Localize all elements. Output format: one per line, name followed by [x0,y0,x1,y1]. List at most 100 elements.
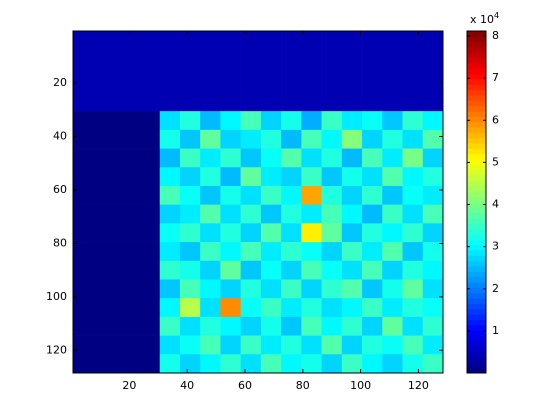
heatmap-cell [382,204,403,224]
colorbar-frame [466,30,487,374]
colorbar-step [467,31,486,37]
heatmap-cell [73,204,161,224]
heatmap-cell [362,148,383,168]
heatmap-cell [321,260,343,280]
heatmap-cell [422,111,444,131]
heatmap-cell [220,111,241,131]
colorbar-tick-label: 4 [492,198,499,211]
heatmap-cell [73,242,161,262]
colorbar-step [467,340,486,347]
heatmap-cell [220,298,241,318]
heatmap-cell [422,223,444,243]
heatmap-cell [159,242,181,262]
heatmap-cell [200,223,221,243]
heatmap-cell [301,279,322,299]
colorbar-step [467,111,486,117]
heatmap-cell [341,204,363,224]
heatmap-cell [159,148,181,168]
heatmap-cell [260,31,282,112]
heatmap-cell [301,111,322,131]
colorbar-step [467,330,486,336]
heatmap-cell [402,279,424,299]
colorbar-multiplier: x 104 [470,11,499,27]
heatmap-cell [422,148,444,168]
heatmap-cell [422,204,444,224]
colorbar-step [467,95,486,101]
heatmap-cell [321,204,343,224]
colorbar-step [467,41,486,48]
heatmap-cell [240,279,262,299]
heatmap-cell [301,316,322,336]
heatmap-cell [260,111,282,131]
colorbar-tick-label: 2 [492,282,499,295]
colorbar-tick-label: 1 [492,324,499,337]
heatmap-cell [179,260,201,280]
heatmap-cell [321,316,343,336]
heatmap-cell [301,148,322,168]
heatmap-cell [341,31,363,112]
heatmap-cell [200,354,221,374]
heatmap-cell [321,223,343,243]
heatmap-cell [382,279,403,299]
y-tick-label: 120 [46,343,67,356]
colorbar-step [467,153,486,160]
heatmap-cell [422,167,444,187]
heatmap-cell [362,316,383,336]
heatmap-cell [382,242,403,262]
heatmap-cell [321,148,343,168]
heatmap-cell [402,31,424,112]
heatmap-cell [200,335,221,355]
heatmap-cell [402,111,424,131]
heatmap-cell [200,204,221,224]
heatmap-cell [220,335,241,355]
colorbar-step [467,169,486,176]
heatmap-cell [179,185,201,205]
heatmap-cell [321,185,343,205]
y-tick-label: 60 [53,183,67,196]
heatmap-cell [220,129,241,149]
heatmap-cell [73,167,161,187]
colorbar-tick-label: 5 [492,155,499,168]
heatmap-cell [179,279,201,299]
heatmap-cell [341,335,363,355]
heatmap-cell [179,31,201,112]
colorbar-step [467,282,486,288]
heatmap-cell [281,279,302,299]
colorbar-step [467,250,486,256]
colorbar-step [467,308,486,315]
colorbar-step [467,362,486,369]
heatmap-cell [260,316,282,336]
heatmap-cell [301,167,322,187]
heatmap-cell [301,242,322,262]
y-tick-label: 80 [53,236,67,249]
heatmap-cell [281,111,302,131]
colorbar-step [467,324,486,331]
colorbar-step [467,218,486,224]
heatmap-cell [73,354,161,374]
heatmap-cell [240,354,262,374]
heatmap-cell [200,242,221,262]
colorbar-step [467,276,486,283]
heatmap-cell [220,242,241,262]
colorbar-step [467,346,486,353]
colorbar-step [467,127,486,133]
colorbar-tick-label: 3 [492,240,499,253]
heatmap-cell [73,148,161,168]
heatmap-cell [382,129,403,149]
heatmap-cell [179,148,201,168]
heatmap-cell [159,298,181,318]
heatmap-cell [200,260,221,280]
heatmap-cell [159,31,181,112]
colorbar-step [467,196,486,203]
heatmap-cell [382,148,403,168]
image [73,31,444,374]
heatmap-cell [362,167,383,187]
heatmap-cell [159,316,181,336]
x-tick-label: 80 [296,379,310,392]
heatmap-cell [281,129,302,149]
heatmap-cell [341,223,363,243]
heatmap-cell [260,335,282,355]
heatmap-cell [260,204,282,224]
colorbar-step [467,89,486,96]
heatmap-cell [281,354,302,374]
